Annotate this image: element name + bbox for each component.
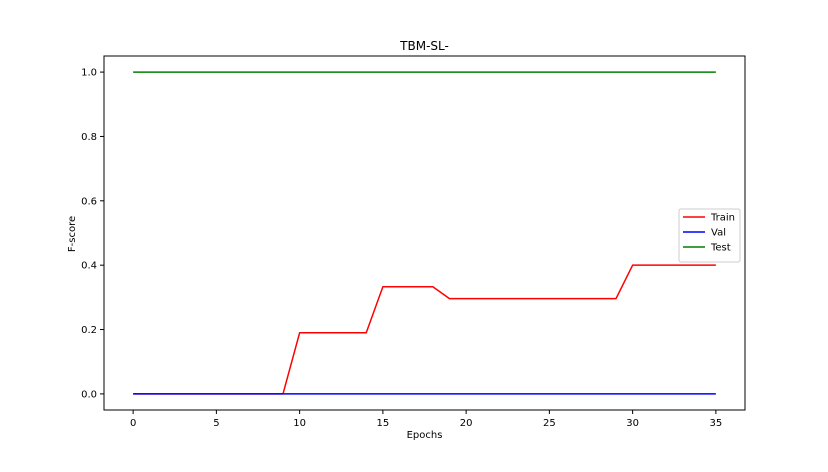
y-tick-label: 0.0: [81, 389, 97, 400]
plot-frame: [103, 55, 746, 411]
x-tick-label: 15: [377, 418, 390, 429]
x-tick-label: 25: [543, 418, 556, 429]
x-tick-label: 5: [213, 418, 219, 429]
x-tick-label: 35: [709, 418, 722, 429]
legend-label-test: Test: [710, 243, 731, 254]
y-tick-label: 0.2: [81, 325, 97, 336]
y-tick-label: 0.6: [81, 196, 97, 207]
x-tick-label: 10: [293, 418, 306, 429]
x-tick-label: 30: [626, 418, 639, 429]
x-tick-label: 20: [460, 418, 473, 429]
y-tick-label: 0.4: [81, 261, 97, 272]
x-tick-label: 0: [130, 418, 136, 429]
series-line-train: [133, 264, 716, 395]
legend-box: [678, 208, 741, 263]
chart-title: TBM-SL-: [399, 39, 449, 53]
legend-label-val: Val: [711, 228, 726, 239]
y-axis-label: F-score: [67, 216, 78, 252]
y-tick-label: 0.8: [81, 132, 97, 143]
x-axis-label: Epochs: [407, 430, 443, 441]
legend-label-train: Train: [710, 213, 735, 224]
y-tick-label: 1.0: [81, 68, 97, 79]
